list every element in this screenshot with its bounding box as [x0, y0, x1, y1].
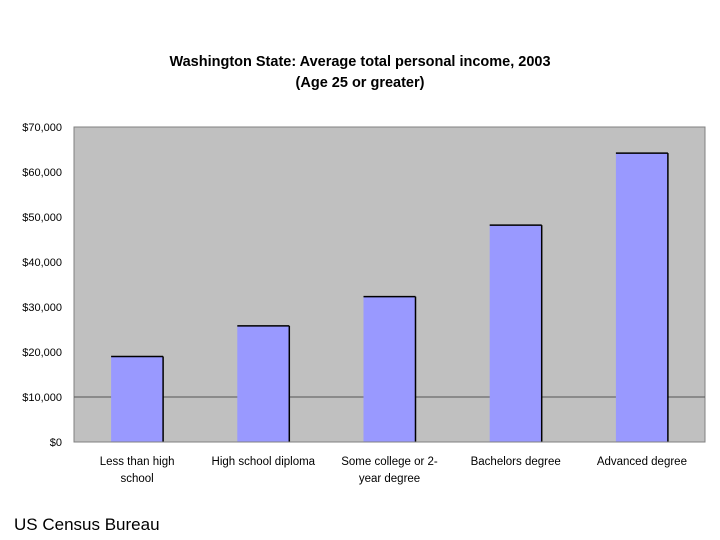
bar	[363, 296, 416, 442]
bar	[237, 325, 290, 442]
y-tick-label: $70,000	[22, 122, 62, 134]
chart-title: Washington State: Average total personal…	[169, 54, 551, 70]
y-tick-label: $40,000	[22, 257, 62, 269]
bar	[489, 225, 542, 442]
y-tick-label: $60,000	[22, 167, 62, 179]
source-credit: US Census Bureau	[14, 515, 160, 534]
y-tick-label: $0	[50, 437, 62, 449]
x-tick-label: Some college or 2-	[341, 456, 438, 468]
bar	[615, 153, 668, 442]
y-tick-label: $30,000	[22, 302, 62, 314]
x-tick-label: Advanced degree	[597, 456, 687, 468]
bar	[111, 356, 164, 442]
chart-subtitle: (Age 25 or greater)	[295, 75, 425, 91]
y-tick-label: $20,000	[22, 347, 62, 359]
x-tick-label: year degree	[359, 473, 420, 485]
x-tick-label: Bachelors degree	[471, 456, 561, 468]
y-tick-label: $50,000	[22, 212, 62, 224]
bar-chart: $0 $10,000 $20,000 $30,000 $40,000 $50,000 $60…	[22, 122, 706, 485]
x-tick-label: Less than high	[100, 456, 175, 468]
x-tick-label: school	[120, 473, 153, 485]
x-tick-label: High school diploma	[212, 456, 316, 468]
y-tick-label: $10,000	[22, 392, 62, 404]
